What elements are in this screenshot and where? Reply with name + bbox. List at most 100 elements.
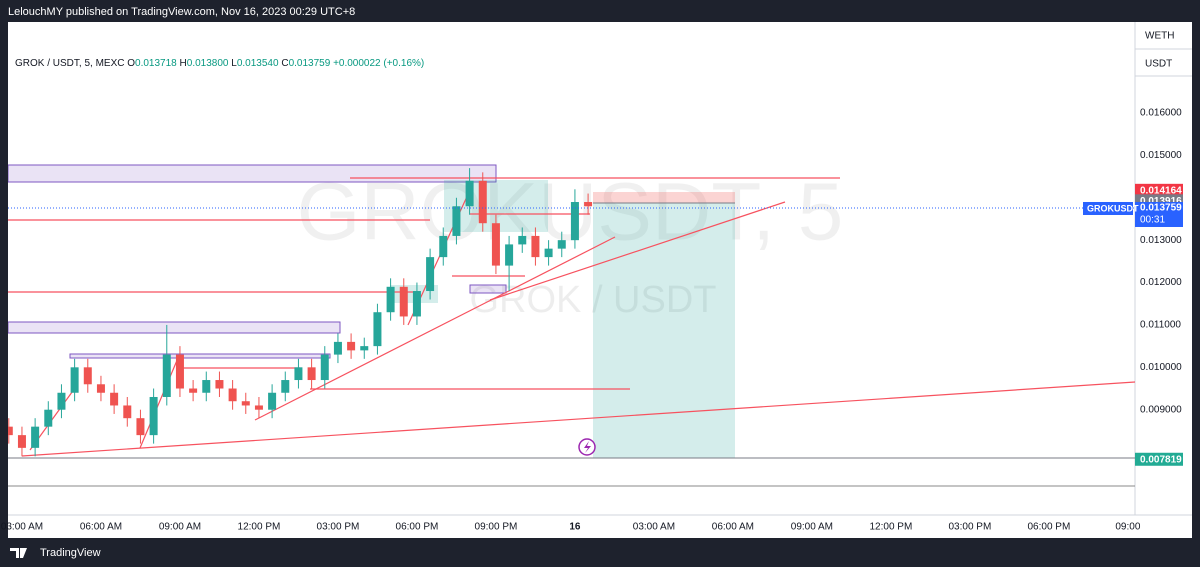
- legend-item: C: [281, 58, 288, 69]
- candle-body: [17, 435, 26, 448]
- x-axis: 03:00 AM 06:00 AM 09:00 AM 12:00 PM 03:00 PM…: [1, 522, 1141, 533]
- chart-panel: [8, 22, 1192, 538]
- candle-body: [96, 384, 105, 393]
- price-label-bg: [1135, 201, 1183, 227]
- candle-body: [347, 341, 356, 351]
- x-tick-label: 06:00 AM: [712, 522, 754, 533]
- candle-body: [228, 388, 237, 402]
- y-tick-label: 0.012000: [1140, 277, 1182, 288]
- candle-body: [320, 354, 329, 381]
- publisher: LelouchMY published on TradingView.com, …: [8, 6, 355, 18]
- x-tick-label: 03:00 AM: [1, 522, 43, 533]
- x-tick-label: 09:00 PM: [475, 522, 518, 533]
- brand: TradingView: [40, 547, 101, 559]
- price-label: 0.013916: [1140, 196, 1182, 207]
- candle-body: [584, 202, 593, 207]
- legend-item: +0.000022 (+0.16%): [333, 58, 424, 69]
- legend-text: GROK / USDT, 5, MEXC O0.013718 H0.013800…: [15, 58, 424, 69]
- x-tick-label: 09:00 AM: [159, 522, 201, 533]
- legend-item: 0.013540: [237, 58, 279, 69]
- price-label: 0.013759: [1140, 203, 1182, 214]
- candle-body: [570, 202, 579, 241]
- candle-body: [215, 380, 224, 389]
- candle-body: [360, 346, 369, 351]
- candle-body: [57, 392, 66, 410]
- zone: [8, 321, 341, 334]
- side-button[interactable]: USDT: [1145, 59, 1172, 70]
- zone: [8, 164, 497, 183]
- zone: [69, 353, 331, 359]
- candle-body: [531, 235, 540, 258]
- candle-body: [83, 367, 92, 385]
- candle-body: [202, 380, 211, 393]
- candle-body: [386, 286, 395, 313]
- event-icon-bolt: [584, 441, 591, 453]
- x-tick-label: 16: [569, 522, 581, 533]
- candle-body: [162, 354, 171, 397]
- candle-body: [123, 405, 132, 419]
- legend-item: L: [231, 58, 237, 69]
- candle-body: [333, 341, 342, 355]
- candle-body: [452, 206, 461, 236]
- brand-logo: [10, 548, 27, 558]
- legend-item: 0.013800: [187, 58, 229, 69]
- candle-body: [518, 235, 527, 245]
- symbol-tag-bg: [1083, 201, 1133, 215]
- candles: [8, 168, 593, 457]
- price-label: 0.007819: [1140, 454, 1182, 465]
- y-tick-label: 0.011000: [1140, 320, 1181, 331]
- candle-body: [439, 235, 448, 258]
- x-tick-label: 06:00 PM: [396, 522, 439, 533]
- x-tick-label: 03:00 AM: [633, 522, 675, 533]
- candle-body: [241, 401, 250, 406]
- legend-item: 0.013718: [135, 58, 177, 69]
- candle-body: [399, 286, 408, 317]
- candle-body: [70, 367, 79, 393]
- candle-body: [136, 418, 145, 436]
- target-zone: [593, 203, 735, 458]
- stop-zone: [593, 192, 735, 203]
- zone: [469, 284, 507, 294]
- candle-body: [189, 388, 198, 393]
- legend: GROK / USDT, 5, MEXC O0.013718 H0.013800…: [15, 58, 424, 69]
- candle-body: [307, 367, 316, 381]
- candle-body: [31, 426, 40, 448]
- y-tick-label: 0.016000: [1140, 108, 1182, 119]
- price-label: 0.014164: [1140, 185, 1182, 196]
- candle-body: [544, 248, 553, 258]
- x-tick-label: 06:00 PM: [1027, 522, 1070, 533]
- watermark-sub: GROK / USDT: [469, 279, 716, 321]
- candle-body: [268, 392, 277, 410]
- lines: [8, 177, 1135, 457]
- candle-body: [175, 354, 184, 389]
- x-tick-label: 09:00 AM: [791, 522, 833, 533]
- y-tick-label: 0.009000: [1140, 404, 1182, 415]
- candle-body: [426, 257, 435, 292]
- candle-body: [491, 223, 500, 266]
- candle-body: [373, 312, 382, 347]
- x-tick-label: 06:00 AM: [80, 522, 122, 533]
- side-button[interactable]: WETH: [1145, 31, 1174, 42]
- candle-body: [44, 409, 53, 427]
- x-tick-label: 12:00 PM: [238, 522, 281, 533]
- candle-body: [294, 367, 303, 381]
- symbol-tag: GROKUSDT: [1087, 203, 1139, 213]
- y-tick-label: 0.013000: [1140, 235, 1182, 246]
- candle-body: [465, 180, 474, 207]
- price-label-bg: [1135, 183, 1183, 197]
- legend-item: H: [180, 58, 187, 69]
- x-tick-label: 03:00 PM: [317, 522, 360, 533]
- candle-body: [281, 380, 290, 393]
- candle-body: [412, 291, 421, 317]
- price-label-bg: [1135, 452, 1183, 466]
- candle-body: [557, 240, 566, 249]
- legend-item: O: [127, 58, 135, 69]
- candle-body: [110, 392, 119, 406]
- candle-body: [254, 405, 263, 410]
- y-tick-label: 0.015000: [1140, 150, 1182, 161]
- candle-body: [478, 180, 487, 224]
- y-tick-label: 0.010000: [1140, 362, 1182, 373]
- candle-body: [8, 426, 13, 436]
